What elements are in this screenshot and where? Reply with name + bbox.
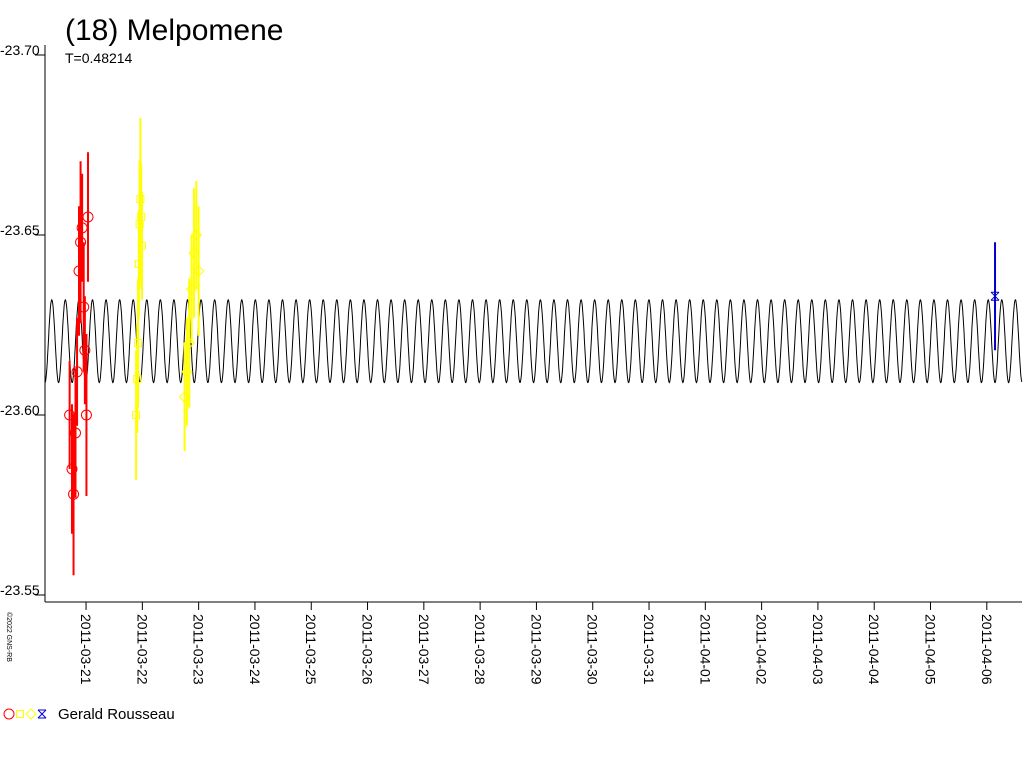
data-point [137,241,146,250]
copyright: ©2022 GNS-RB [5,612,13,662]
data-point [82,211,94,223]
data-point [188,247,200,259]
y-tick-label: -23.70 [0,42,40,58]
period-label: T=0.48214 [65,50,133,66]
data-point [79,344,91,356]
x-tick-label: 2011-04-05 [923,614,939,685]
x-tick-label: 2011-03-27 [416,614,432,685]
data-point [64,409,76,421]
data-point [80,409,92,421]
x-tick-label: 2011-03-29 [528,614,544,685]
data-point [76,222,88,234]
legend-label: Gerald Rousseau [58,706,175,723]
x-tick-label: 2011-04-02 [754,614,770,685]
x-tick-label: 2011-03-25 [303,614,319,685]
chart-title: (18) Melpomene [65,14,283,47]
x-tick-label: 2011-04-06 [979,614,995,685]
x-tick-label: 2011-03-30 [585,614,601,685]
x-tick-label: 2011-04-03 [810,614,826,685]
data-point [134,339,143,347]
data-point [190,229,203,241]
data-point [183,337,195,349]
data-point [178,391,191,403]
x-tick-label: 2011-03-26 [360,614,376,685]
data-point [75,236,87,248]
data-point [185,283,198,295]
data-point [181,366,193,378]
data-point [990,291,1000,301]
x-tick-label: 2011-04-01 [697,614,713,685]
legend-symbol [3,708,15,720]
x-tick-label: 2011-03-31 [641,614,657,685]
data-point [78,301,90,313]
data-point [192,265,205,277]
x-tick-label: 2011-03-28 [472,614,488,685]
x-tick-label: 2011-03-23 [191,614,207,685]
data-point [68,488,80,500]
data-point [132,411,141,419]
model-curve [44,298,1023,384]
x-tick-label: 2011-03-22 [134,614,150,685]
legend-symbol [37,709,47,719]
data-point [136,195,145,203]
legend-symbol [25,708,37,720]
y-tick-label: -23.65 [0,222,40,238]
data-point [66,463,78,475]
y-tick-label: -23.55 [0,582,40,598]
x-tick-label: 2011-03-24 [247,614,263,685]
x-tick-label: 2011-04-04 [866,614,882,685]
data-point [73,265,85,277]
data-point [133,375,142,383]
data-point [137,213,146,221]
data-point [134,259,143,268]
y-tick-label: -23.60 [0,402,40,418]
legend-symbol [16,710,24,718]
data-point [71,366,83,378]
data-point [69,427,81,439]
x-tick-label: 2011-03-21 [78,614,94,685]
